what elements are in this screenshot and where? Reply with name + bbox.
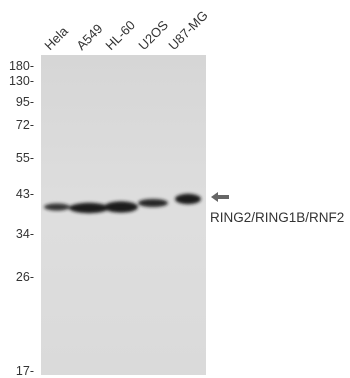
band-hela bbox=[44, 203, 70, 211]
band-a549 bbox=[69, 202, 109, 214]
band-u87mg bbox=[175, 193, 201, 205]
band-u2os bbox=[138, 199, 168, 207]
lane-label-u2os: U2OS bbox=[135, 17, 172, 53]
lane-label-hl60: HL-60 bbox=[102, 17, 139, 53]
mw-marker-17: 17- bbox=[15, 364, 34, 378]
mw-marker-130: 130- bbox=[8, 74, 34, 88]
blot-bands bbox=[41, 55, 206, 375]
mw-marker-43: 43- bbox=[15, 187, 34, 201]
lane-label-a549: A549 bbox=[73, 20, 106, 53]
band-hl60 bbox=[104, 201, 138, 213]
lane-label-u87mg: U87-MG bbox=[165, 7, 211, 54]
mw-marker-55: 55- bbox=[15, 151, 34, 165]
mw-marker-180: 180- bbox=[8, 59, 34, 73]
mw-marker-95: 95- bbox=[15, 95, 34, 109]
mw-marker-72: 72- bbox=[15, 118, 34, 132]
mw-marker-26: 26- bbox=[15, 270, 34, 284]
blot-membrane bbox=[41, 55, 206, 375]
mw-marker-34: 34- bbox=[15, 227, 34, 241]
target-protein-label: RING2/RING1B/RNF2 bbox=[210, 210, 345, 225]
arrow-left-icon bbox=[211, 192, 229, 202]
lane-label-hela: Hela bbox=[41, 23, 71, 53]
